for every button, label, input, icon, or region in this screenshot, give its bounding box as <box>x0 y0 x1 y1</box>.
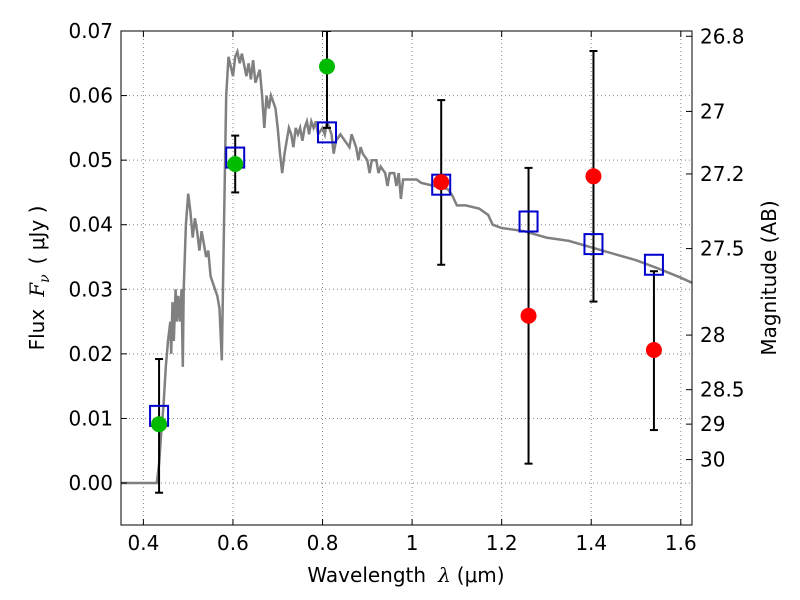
x-tick-label-5: 1.4 <box>575 531 607 555</box>
observed-point-2-1 <box>520 307 537 324</box>
right-tick-label-4: 28 <box>700 323 725 347</box>
right-tick-label-5: 28.5 <box>700 378 745 402</box>
observed-point-1-2 <box>319 58 336 75</box>
x-tick-label-1: 0.6 <box>217 531 249 555</box>
model-point-4 <box>518 210 539 233</box>
right-axis-label: Magnitude (AB) <box>757 200 781 355</box>
observed-point-2-0 <box>433 174 450 191</box>
x-axis-ticks: 0.4 0.6 0.8 1 1.2 1.4 1.6 <box>127 31 697 555</box>
y-tick-label-2: 0.02 <box>68 342 113 366</box>
y-tick-label-0: 0.00 <box>68 471 113 495</box>
y-axis-label: FluxFν( μJy ) <box>25 206 53 351</box>
right-tick-label-3: 27.5 <box>700 237 745 261</box>
right-tick-label-2: 27.2 <box>700 162 745 186</box>
data-markers <box>149 58 664 433</box>
y-tick-label-4: 0.04 <box>68 213 113 237</box>
x-tick-label-4: 1.2 <box>486 531 518 555</box>
x-tick-label-6: 1.6 <box>665 531 697 555</box>
error-bar-1-2 <box>323 31 332 129</box>
model-point-5 <box>583 233 604 256</box>
observed-point-1-1 <box>227 156 244 173</box>
y-tick-label-6: 0.06 <box>68 84 113 108</box>
right-tick-label-1: 27 <box>700 99 725 123</box>
y-tick-label-5: 0.05 <box>68 148 113 172</box>
right-tick-label-0: 26.8 <box>700 24 745 48</box>
observed-point-1-0 <box>151 416 168 433</box>
plot-frame <box>120 30 693 526</box>
observed-point-2-3 <box>645 342 662 359</box>
y-axis-ticks: 0.00 0.01 0.02 0.03 0.04 0.05 0.06 0.07 <box>68 19 127 495</box>
plot-area <box>121 31 692 494</box>
x-tick-label-2: 0.8 <box>307 531 339 555</box>
right-tick-label-7: 30 <box>700 448 725 472</box>
x-axis-label: Wavelength λ (μm) <box>307 563 504 587</box>
y-tick-label-1: 0.01 <box>68 406 113 430</box>
model-point-2 <box>317 121 338 144</box>
model-point-6 <box>643 253 664 276</box>
observed-point-2-2 <box>585 168 602 185</box>
x-tick-label-0: 0.4 <box>127 531 159 555</box>
y-tick-label-7: 0.07 <box>68 19 113 43</box>
y-tick-label-3: 0.03 <box>68 277 113 301</box>
right-axis-ticks: 26.8 27 27.2 27.5 28 28.5 29 30 <box>686 24 745 472</box>
template-spectrum-line <box>121 47 692 485</box>
x-tick-label-3: 1 <box>406 531 419 555</box>
right-tick-label-6: 29 <box>700 412 725 436</box>
